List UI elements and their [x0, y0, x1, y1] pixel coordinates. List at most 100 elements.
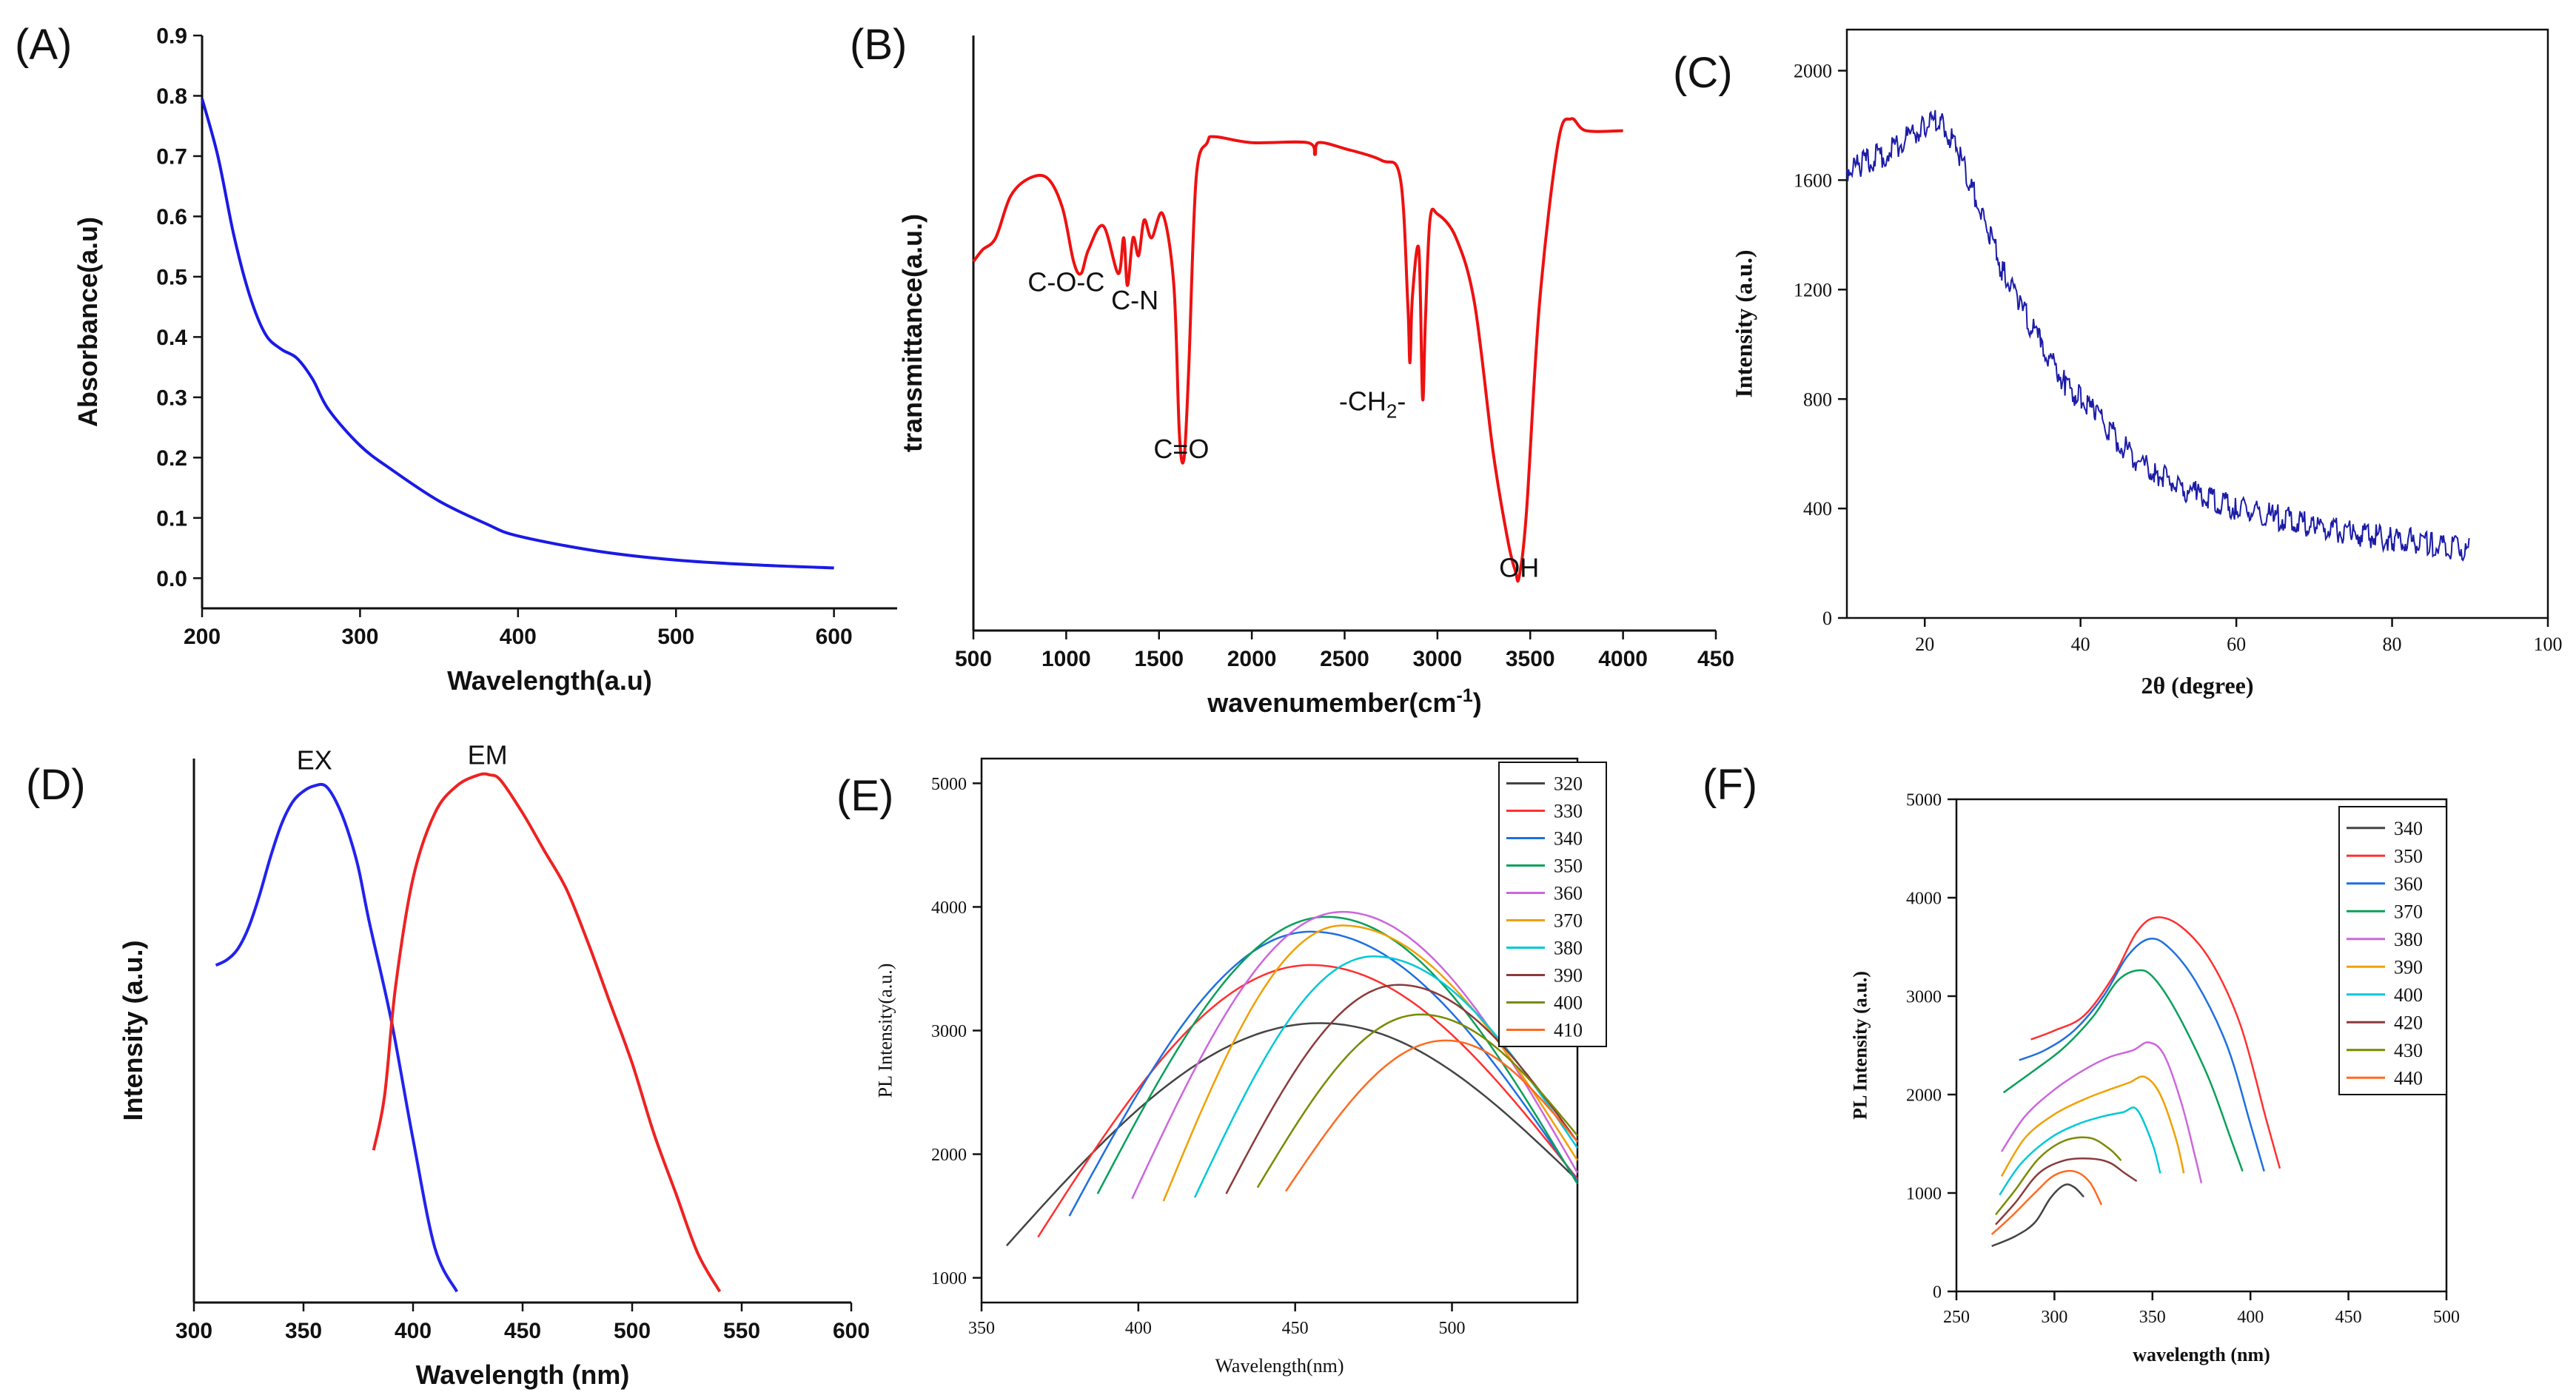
x-tick-label: 600 — [833, 1319, 870, 1343]
legend-label: 380 — [2394, 929, 2423, 950]
x-axis-label: Wavelength (nm) — [416, 1360, 630, 1390]
x-tick-label: 100 — [2534, 634, 2563, 655]
annotation-label: EM — [468, 739, 508, 770]
x-tick-label: 500 — [955, 647, 992, 671]
annotation-end: - — [1397, 386, 1406, 417]
series-390 — [1225, 984, 1579, 1194]
y-tick-label: 3000 — [1906, 987, 1942, 1007]
x-tick-label: 450 — [2335, 1308, 2362, 1327]
x-axis-label-sup: -1 — [1456, 685, 1472, 706]
legend-label: 390 — [1554, 965, 1583, 987]
y-tick-label: 2000 — [1906, 1086, 1942, 1105]
legend-label: 320 — [1554, 773, 1583, 795]
x-tick-label: 500 — [2433, 1308, 2460, 1327]
panel-label: (D) — [26, 761, 86, 809]
x-tick-label: 250 — [1943, 1308, 1970, 1327]
x-axis-label: wavenumember(cm-1) — [1207, 685, 1482, 718]
series-390 — [2000, 1075, 2185, 1177]
series-340 — [1068, 930, 1579, 1217]
x-tick-label: 4000 — [1598, 647, 1648, 671]
series-410 — [1284, 1039, 1578, 1192]
legend-label: 370 — [2394, 901, 2423, 922]
y-tick-label: 5000 — [1906, 790, 1942, 810]
legend-label: 340 — [2394, 818, 2423, 839]
y-tick-label: 1200 — [1794, 279, 1832, 300]
panel-d: (D) 300 350 400 450 500 550 600 Wavelength (nm) I… — [26, 739, 870, 1390]
x-tick-label: 400 — [1125, 1319, 1152, 1338]
y-tick-label: 0.4 — [156, 326, 187, 350]
y-tick-label: 0.9 — [156, 24, 187, 49]
annotation-sub: 2 — [1386, 400, 1397, 423]
series-360 — [2019, 938, 2265, 1172]
x-tick-label: 300 — [341, 625, 378, 649]
axes-frame — [1845, 28, 2549, 619]
x-tick-label: 3500 — [1506, 647, 1555, 671]
x-tick-label: 60 — [2227, 634, 2246, 655]
x-tick-label: 200 — [184, 625, 221, 649]
x-tick-label: 350 — [968, 1319, 995, 1338]
x-tick-label: 3000 — [1413, 647, 1463, 671]
x-tick-label: 400 — [2237, 1308, 2264, 1327]
x-tick-label: 400 — [395, 1319, 432, 1343]
x-tick-label: 500 — [1439, 1319, 1466, 1338]
y-axis-label: Intensity (a.u.) — [1731, 249, 1757, 397]
series-ftir — [972, 117, 1623, 583]
y-tick-label: 4000 — [1906, 889, 1942, 908]
series-ex — [215, 782, 458, 1293]
y-tick-label: 5000 — [931, 775, 967, 794]
legend-label: 360 — [2394, 873, 2423, 895]
x-tick-label: 350 — [2139, 1308, 2166, 1327]
legend-label: 420 — [2394, 1012, 2423, 1033]
legend-label: 360 — [1554, 883, 1583, 904]
series-400 — [1999, 1106, 2161, 1196]
series-absorbance — [201, 98, 834, 570]
y-tick-label: 0.5 — [156, 265, 187, 289]
x-tick-label: 450 — [1697, 647, 1734, 671]
series-320 — [1005, 1022, 1578, 1247]
x-tick-label: 600 — [816, 625, 853, 649]
y-tick-label: 0 — [1933, 1283, 1942, 1302]
series-370 — [1162, 924, 1579, 1202]
series-440 — [1990, 1169, 2103, 1235]
x-tick-label: 300 — [175, 1319, 212, 1343]
panel-label: (B) — [850, 21, 907, 69]
series-380 — [2000, 1041, 2203, 1183]
legend-label: 400 — [1554, 992, 1583, 1014]
x-tick-label: 350 — [285, 1319, 322, 1343]
annotation-label: C=O — [1153, 434, 1209, 464]
annotation-label: EX — [297, 745, 332, 776]
panel-label: (C) — [1673, 49, 1733, 97]
legend-box — [2338, 806, 2447, 1095]
x-tick-label: 450 — [504, 1319, 541, 1343]
x-axis-label: Wavelength(nm) — [1215, 1355, 1344, 1377]
y-tick-label: 0.3 — [156, 386, 187, 410]
series-350 — [1096, 915, 1579, 1194]
series-330 — [1037, 964, 1578, 1238]
y-tick-label: 2000 — [1794, 61, 1832, 82]
panel-a: (A) 200 300 400 500 600 0.0 0.1 0.2 0.3 0.4 0.5 0.6 0… — [15, 21, 897, 696]
y-tick-label: 2000 — [931, 1146, 967, 1165]
legend-label: 410 — [1554, 1020, 1583, 1041]
x-tick-label: 1500 — [1134, 647, 1184, 671]
panel-f: (F)250 300 350 400 450 5000100020003000400050… — [1703, 761, 2460, 1365]
annotation-label: C-N — [1111, 285, 1158, 315]
y-tick-label: 0.0 — [156, 567, 187, 591]
x-axis-label: Wavelength(a.u) — [447, 665, 652, 696]
x-tick-label: 400 — [500, 625, 537, 649]
x-tick-label: 550 — [723, 1319, 760, 1343]
annotation-label: -CH2- — [1339, 386, 1406, 423]
x-tick-label: 500 — [614, 1319, 651, 1343]
series-420 — [1995, 1157, 2138, 1226]
legend-label: 380 — [1554, 938, 1583, 959]
legend-label: 330 — [1554, 801, 1583, 822]
x-tick-label: 20 — [1915, 634, 1934, 655]
series-340 — [1991, 1183, 2085, 1247]
series-em — [372, 772, 722, 1293]
panel-label: (F) — [1703, 761, 1757, 809]
y-tick-label: 400 — [1803, 498, 1832, 520]
y-tick-label: 3000 — [931, 1022, 967, 1041]
y-tick-label: 0 — [1822, 608, 1832, 629]
x-tick-label: 500 — [657, 625, 694, 649]
y-axis-label: Absorbance(a.u) — [73, 217, 103, 427]
x-axis-label-end: ) — [1473, 688, 1482, 718]
